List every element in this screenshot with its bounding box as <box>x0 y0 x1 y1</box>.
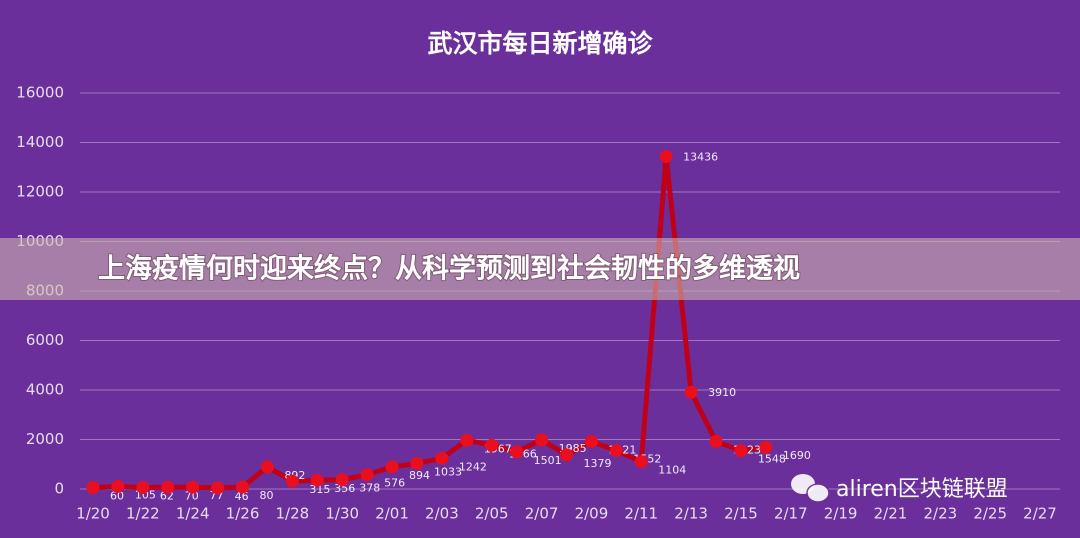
point <box>584 434 598 448</box>
point <box>260 460 274 474</box>
data-label: 315 <box>309 483 330 496</box>
x-tick-label: 1/26 <box>226 505 260 523</box>
x-tick-label: 2/19 <box>824 505 858 523</box>
data-label: 576 <box>384 477 405 490</box>
data-label: 60 <box>110 490 124 503</box>
point <box>684 385 698 399</box>
point <box>560 448 573 462</box>
data-label: 1690 <box>783 449 811 462</box>
y-tick-label: 6000 <box>26 331 64 349</box>
series-line <box>92 153 767 491</box>
y-tick-label: 14000 <box>16 133 64 151</box>
y-tick-label: 12000 <box>16 183 64 201</box>
banner-text: 上海疫情何时迎来终点？从科学预测到社会韧性的多维透视 <box>98 253 800 285</box>
data-label: 46 <box>235 490 249 503</box>
data-label: 80 <box>260 489 274 502</box>
x-tick-label: 1/30 <box>325 505 359 523</box>
point <box>460 433 474 447</box>
x-tick-label: 1/22 <box>126 505 160 523</box>
x-tick-label: 2/15 <box>724 505 758 523</box>
point <box>709 434 723 448</box>
point <box>161 480 175 494</box>
watermark-icon <box>791 474 830 503</box>
x-tick-label: 2/27 <box>1023 505 1057 523</box>
data-label: 1104 <box>658 464 686 477</box>
watermark: aliren区块链联盟 <box>836 477 1008 502</box>
point <box>285 474 299 488</box>
point <box>310 473 324 487</box>
data-label: 13436 <box>683 150 718 163</box>
y-tick-label: 0 <box>54 480 64 498</box>
x-tick-label: 2/11 <box>624 505 658 523</box>
data-label: 894 <box>409 469 430 482</box>
point <box>634 455 648 469</box>
point <box>510 445 524 459</box>
x-tick-label: 2/07 <box>525 505 559 523</box>
point <box>360 468 374 482</box>
y-tick-label: 16000 <box>16 84 64 102</box>
x-tick-label: 2/01 <box>375 505 409 523</box>
x-tick-label: 2/17 <box>774 505 808 523</box>
x-tick-label: 2/05 <box>475 505 509 523</box>
chart-title: 武汉市每日新增确诊 <box>427 29 653 58</box>
x-tick-label: 1/24 <box>176 505 210 523</box>
point <box>385 460 399 474</box>
point <box>335 473 349 487</box>
x-tick-label: 2/09 <box>575 505 609 523</box>
data-label: 1033 <box>434 465 462 478</box>
point <box>236 480 250 494</box>
x-tick-label: 2/03 <box>425 505 459 523</box>
x-tick-label: 2/13 <box>674 505 708 523</box>
plot: 02000400060008000100001200014000160001/2… <box>16 84 1060 523</box>
point <box>535 433 549 447</box>
point <box>609 444 623 458</box>
point <box>211 481 225 495</box>
data-label: 1242 <box>459 460 487 473</box>
x-tick-label: 2/25 <box>973 505 1007 523</box>
x-tick-label: 1/20 <box>76 505 110 523</box>
x-tick-label: 1/28 <box>276 505 310 523</box>
point <box>111 479 125 493</box>
data-label: 1379 <box>584 457 612 470</box>
point <box>435 451 449 465</box>
point <box>734 444 748 458</box>
point <box>86 481 100 495</box>
point <box>759 440 773 454</box>
data-label: 1501 <box>534 454 562 467</box>
data-label: 378 <box>359 482 380 495</box>
data-label: 1548 <box>758 453 786 466</box>
point <box>186 480 200 494</box>
banner-band <box>0 238 1080 300</box>
x-tick-label: 2/21 <box>874 505 908 523</box>
y-tick-label: 4000 <box>26 381 64 399</box>
point <box>659 149 673 163</box>
y-tick-label: 2000 <box>26 430 64 448</box>
point <box>485 438 499 452</box>
point <box>136 480 150 494</box>
x-tick-label: 2/23 <box>923 505 957 523</box>
point <box>410 456 424 470</box>
data-label: 3910 <box>708 386 736 399</box>
